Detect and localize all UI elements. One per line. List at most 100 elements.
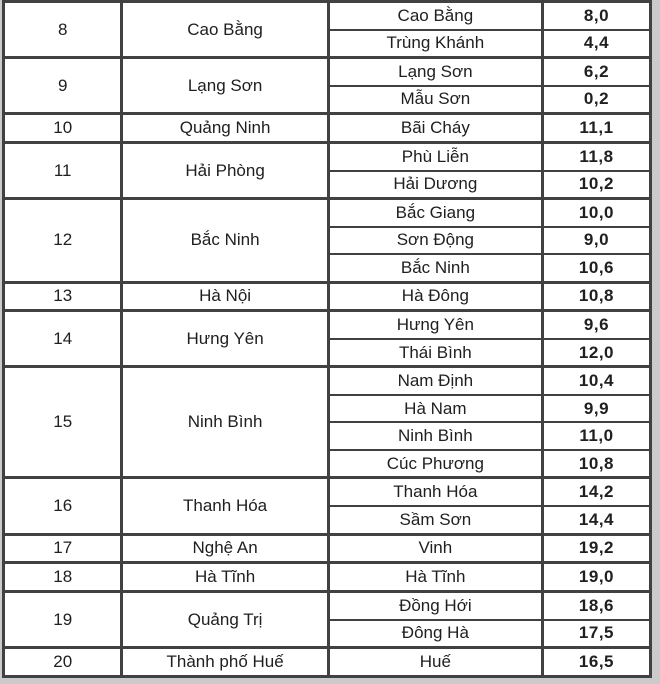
station-name-cell: Nam Định [326,365,544,397]
table-row: 8 Cao Bằng Cao Bằng 8,0 [1,0,653,59]
table-row: Thái Bình 12,0 [4,337,653,368]
province-number-cell: 13 [1,280,124,312]
temperature-value-cell: 12,0 [540,337,653,368]
table-row: Sầm Sơn 14,4 [4,504,653,536]
table-row: 20 Thành phố Huế Huế 16,5 [1,646,653,678]
province-number-cell: 17 [1,532,124,564]
table-row: 18 Hà Tĩnh Hà Tĩnh 19,0 [1,561,653,593]
station-name-cell: Bắc Ninh [326,253,544,284]
table-row: 15 Ninh Bình Nam Định 10,4 [1,365,653,479]
station-name-cell: Huế [326,646,544,678]
station-name-cell: Vinh [326,532,544,564]
table-row: Cúc Phương 10,8 [4,448,653,479]
province-name-cell: Quảng Trị [120,589,330,649]
temperature-value-cell: 9,0 [540,225,653,256]
station-name-cell: Sơn Động [326,225,544,256]
table-row: 14 Hưng Yên Hưng Yên 9,6 [1,309,653,368]
province-number-cell: 15 [1,365,124,479]
temperature-value-cell: 10,0 [540,197,653,228]
temperature-value-cell: 14,2 [540,476,653,508]
table-row: 12 Bắc Ninh Bắc Giang 10,0 [1,197,653,284]
station-name-cell: Hải Dương [326,169,544,200]
temperature-value-cell: 14,4 [540,504,653,536]
table-row: Ninh Bình 11,0 [4,421,653,451]
province-number-cell: 20 [1,646,124,678]
province-name-cell: Thanh Hóa [120,476,330,536]
temperature-value-cell: 0,2 [540,84,653,115]
table-row: Hà Nam 9,9 [4,393,653,424]
station-name-cell: Cúc Phương [326,448,544,479]
temperature-value-cell: 16,5 [540,646,653,678]
table-row: Mẫu Sơn 0,2 [4,84,653,115]
station-name-cell: Thái Bình [326,337,544,368]
temperature-value-cell: 10,6 [540,253,653,284]
station-name-cell: Mẫu Sơn [326,84,544,115]
temperature-value-cell: 10,2 [540,169,653,200]
table-row: Hải Dương 10,2 [4,169,653,200]
temperature-value-cell: 19,2 [540,532,653,564]
station-name-cell: Hà Nam [326,393,544,424]
province-number-cell: 11 [1,140,124,200]
temperature-value-cell: 9,6 [540,309,653,340]
table-row: 19 Quảng Trị Đồng Hới 18,6 [1,589,653,649]
station-name-cell: Phù Liễn [326,140,544,172]
table-row: 11 Hải Phòng Phù Liễn 11,8 [1,140,653,200]
province-number-cell: 16 [1,476,124,536]
temperature-value-cell: 11,8 [540,140,653,172]
station-name-cell: Thanh Hóa [326,476,544,508]
table-row: 13 Hà Nội Hà Đông 10,8 [1,280,653,312]
temperature-value-cell: 4,4 [540,28,653,59]
station-name-cell: Hà Tĩnh [326,561,544,593]
station-name-cell: Hà Đông [326,280,544,312]
table-row: Trùng Khánh 4,4 [4,28,653,59]
station-name-cell: Sầm Sơn [326,504,544,536]
table-row: Bắc Ninh 10,6 [4,253,653,284]
table-row: Đông Hà 17,5 [4,618,653,649]
province-number-cell: 9 [1,56,124,115]
table-body: 8 Cao Bằng Cao Bằng 8,0 Trùng Khánh 4,4 9 Lạng … [1,0,653,678]
temperature-value-cell: 9,9 [540,393,653,424]
province-name-cell: Hà Nội [120,280,330,312]
temperature-value-cell: 17,5 [540,618,653,649]
province-name-cell: Quảng Ninh [120,112,330,144]
province-number-cell: 18 [1,561,124,593]
station-name-cell: Bãi Cháy [326,112,544,144]
province-name-cell: Thành phố Huế [120,646,330,678]
province-name-cell: Bắc Ninh [120,197,330,284]
table-row: Sơn Động 9,0 [4,225,653,256]
table-row: 10 Quảng Ninh Bãi Cháy 11,1 [1,112,653,144]
station-name-cell: Ninh Bình [326,421,544,451]
temperature-value-cell: 11,0 [540,421,653,451]
station-name-cell: Trùng Khánh [326,28,544,59]
province-name-cell: Hưng Yên [120,309,330,368]
temperature-value-cell: 8,0 [540,0,653,31]
temperature-value-cell: 6,2 [540,56,653,87]
table-row: 16 Thanh Hóa Thanh Hóa 14,2 [1,476,653,536]
province-number-cell: 14 [1,309,124,368]
temperature-value-cell: 10,8 [540,448,653,479]
province-number-cell: 10 [1,112,124,144]
province-number-cell: 8 [1,0,124,59]
province-name-cell: Nghệ An [120,532,330,564]
station-name-cell: Bắc Giang [326,197,544,228]
temperature-value-cell: 18,6 [540,589,653,621]
table-row: 9 Lạng Sơn Lạng Sơn 6,2 [1,56,653,115]
province-name-cell: Cao Bằng [120,0,330,59]
province-name-cell: Hải Phòng [120,140,330,200]
table-row: 17 Nghệ An Vinh 19,2 [1,532,653,564]
temperature-table: 8 Cao Bằng Cao Bằng 8,0 Trùng Khánh 4,4 9 Lạng … [1,0,653,678]
station-name-cell: Đồng Hới [326,589,544,621]
province-number-cell: 19 [1,589,124,649]
station-name-cell: Hưng Yên [326,309,544,340]
station-name-cell: Lạng Sơn [326,56,544,87]
temperature-value-cell: 11,1 [540,112,653,144]
station-name-cell: Đông Hà [326,618,544,649]
province-name-cell: Lạng Sơn [120,56,330,115]
temperature-value-cell: 10,4 [540,365,653,397]
station-name-cell: Cao Bằng [326,0,544,31]
temperature-value-cell: 10,8 [540,280,653,312]
temperature-value-cell: 19,0 [540,561,653,593]
province-number-cell: 12 [1,197,124,284]
province-name-cell: Ninh Bình [120,365,330,479]
province-name-cell: Hà Tĩnh [120,561,330,593]
